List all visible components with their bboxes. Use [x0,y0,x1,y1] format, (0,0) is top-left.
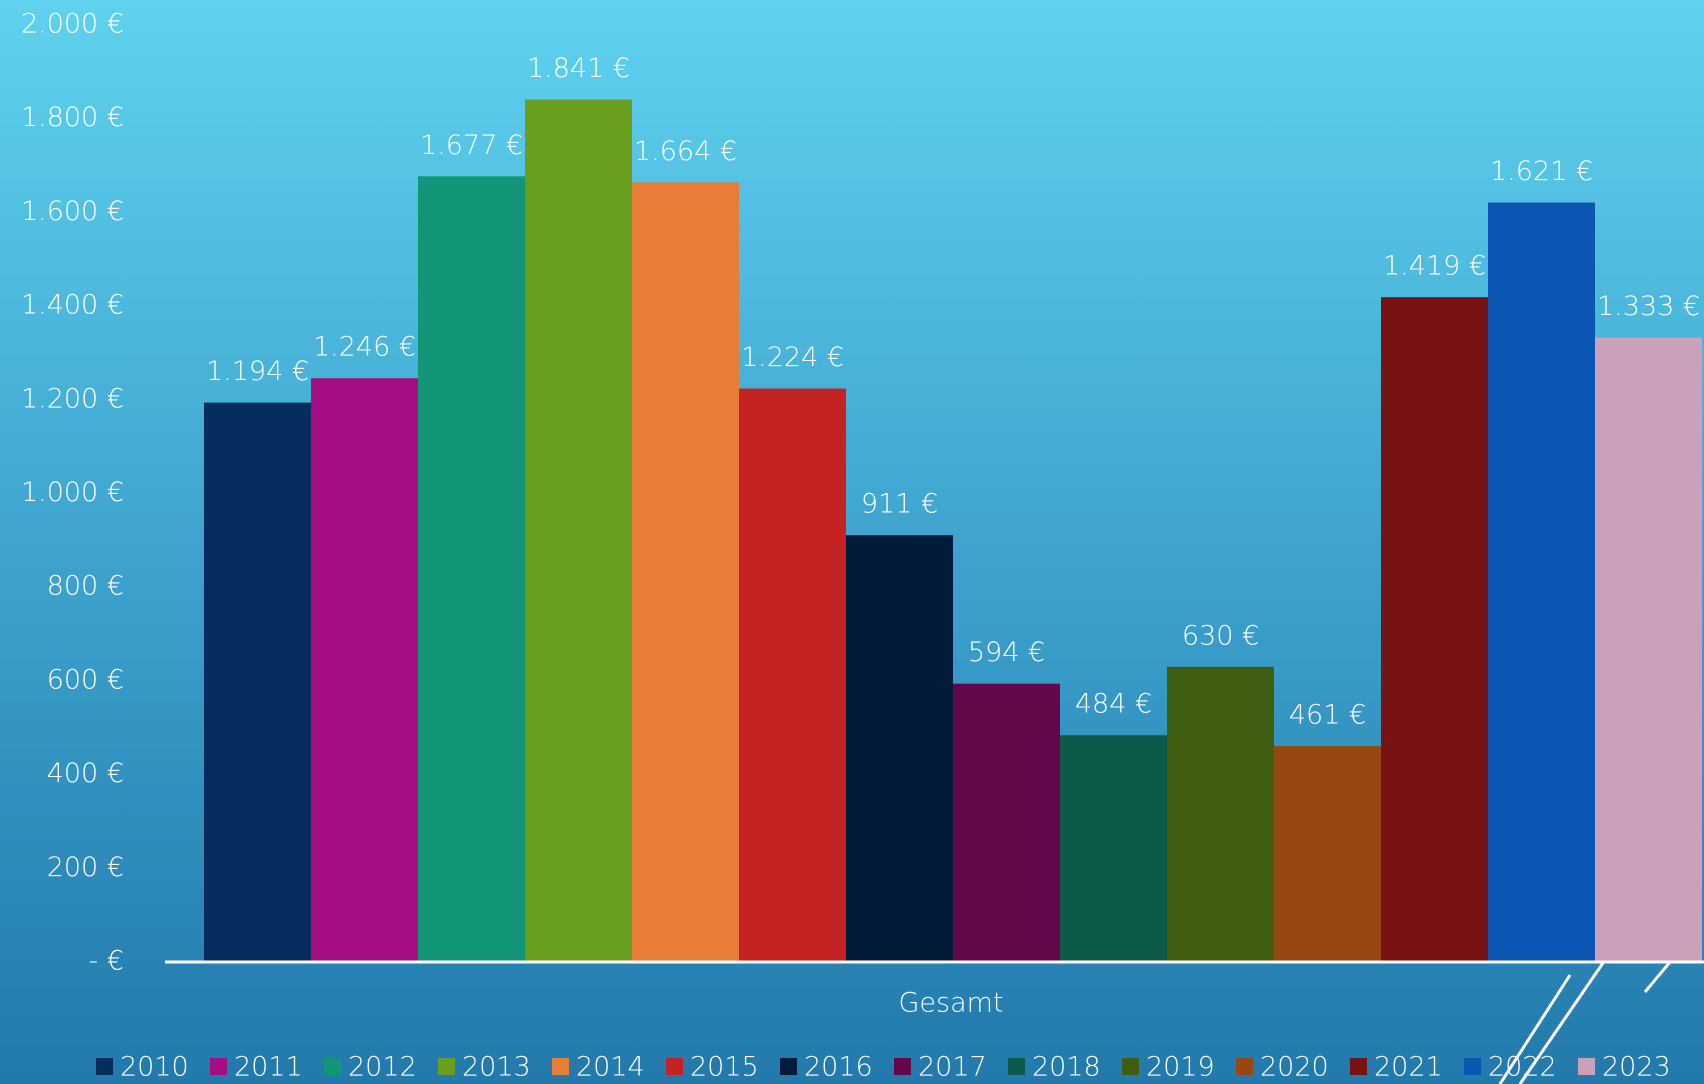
legend-swatch [1008,1058,1025,1075]
data-label: 1.419 € [1383,251,1486,282]
data-label: 461 € [1289,700,1366,731]
y-tick-label: 2.000 € [21,9,124,40]
legend-label: 2011 [234,1052,303,1083]
data-label: 594 € [968,637,1045,668]
data-label: 1.664 € [634,136,737,167]
legend-label: 2013 [462,1052,531,1083]
bar [1274,746,1381,962]
data-label: 911 € [861,489,938,520]
y-tick-label: 600 € [47,664,124,695]
y-tick-label: 1.800 € [21,102,124,133]
bar [739,388,846,962]
decoration [1498,959,1672,1084]
legend-label: 2019 [1146,1052,1215,1083]
legend-label: 2016 [804,1052,873,1083]
legend-swatch [1578,1058,1595,1075]
bar [204,402,311,963]
legend-label: 2020 [1260,1052,1329,1083]
data-label: 1.224 € [741,342,844,373]
legend-swatch [552,1058,569,1075]
bar [1167,666,1274,962]
bar [1381,297,1488,962]
data-label: 1.841 € [527,53,630,84]
legend-label: 2023 [1602,1052,1671,1083]
legend-swatch [666,1058,683,1075]
x-tick-label: Gesamt [898,988,1003,1019]
data-label: 1.333 € [1597,291,1700,322]
legend-swatch [1122,1058,1139,1075]
bar [1488,202,1595,962]
bar [846,535,953,962]
legend-swatch [438,1058,455,1075]
bar [418,176,525,962]
legend-swatch [1350,1058,1367,1075]
data-label: 484 € [1075,689,1152,720]
legend-swatch [1464,1058,1481,1075]
bar [525,99,632,962]
bar [632,182,739,962]
bar [311,378,418,962]
legend-label: 2017 [918,1052,987,1083]
y-tick-label: 1.000 € [21,477,124,508]
y-tick-label: 200 € [47,852,124,883]
legend-swatch [324,1058,341,1075]
legend-label: 2022 [1488,1052,1557,1083]
y-tick-label: 400 € [47,758,124,789]
legend-label: 2015 [690,1052,759,1083]
data-label: 1.621 € [1490,156,1593,187]
y-tick-label: 1.200 € [21,383,124,414]
bar [953,683,1060,962]
legend-label: 2012 [348,1052,417,1083]
data-label: 1.677 € [420,130,523,161]
y-tick-label: - € [88,946,124,977]
legend-swatch [210,1058,227,1075]
legend-swatch [1236,1058,1253,1075]
data-label: 630 € [1182,620,1259,651]
legend-swatch [894,1058,911,1075]
legend-label: 2010 [120,1052,189,1083]
bar [1060,735,1167,962]
y-tick-label: 1.400 € [21,290,124,321]
legend-label: 2018 [1032,1052,1101,1083]
legend-label: 2021 [1374,1052,1443,1083]
data-label: 1.194 € [206,356,309,387]
legend-swatch [96,1058,113,1075]
y-tick-label: 1.600 € [21,196,124,227]
bar [1595,337,1702,962]
data-label: 1.246 € [313,332,416,363]
legend-label: 2014 [576,1052,645,1083]
legend-swatch [780,1058,797,1075]
y-tick-label: 800 € [47,571,124,602]
